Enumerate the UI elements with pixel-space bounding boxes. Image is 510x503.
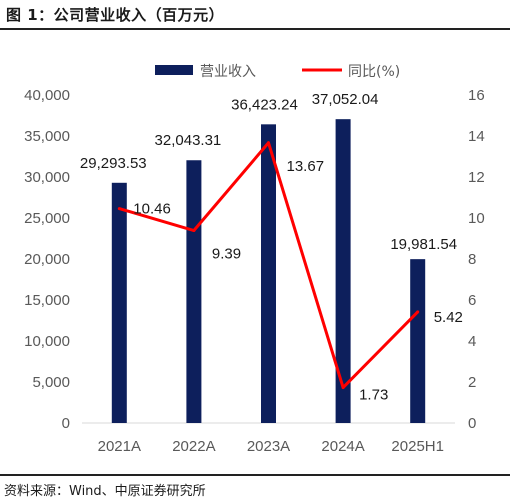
source-note: 资料来源：Wind、中原证券研究所 <box>4 484 206 499</box>
bar-data-label: 36,423.24 <box>231 96 298 113</box>
bar <box>111 182 127 423</box>
top-rule <box>0 28 510 30</box>
left-axis-tick-label: 0 <box>62 415 70 432</box>
legend-label-revenue: 营业收入 <box>200 64 256 80</box>
right-axis-tick-label: 16 <box>468 87 485 104</box>
left-axis-tick-label: 40,000 <box>24 87 70 104</box>
bar-data-label: 19,981.54 <box>390 236 457 253</box>
line-point <box>341 386 345 390</box>
right-axis-tick-label: 2 <box>468 374 476 391</box>
bar <box>410 259 426 423</box>
line-point <box>117 207 121 211</box>
x-axis-tick-label: 2023A <box>247 438 290 455</box>
left-axis-tick-label: 5,000 <box>32 374 70 391</box>
x-axis-tick-label: 2025H1 <box>391 438 444 455</box>
bar-data-label: 37,052.04 <box>312 91 379 108</box>
left-axis-tick-label: 25,000 <box>24 210 70 227</box>
left-axis-tick-label: 30,000 <box>24 169 70 186</box>
right-axis-tick-label: 12 <box>468 169 485 186</box>
bar <box>261 124 276 423</box>
left-axis-tick-label: 20,000 <box>24 251 70 268</box>
revenue-chart: 0 5,000 10,000 15,000 20,000 25,000 30,000 35,0… <box>24 64 485 455</box>
right-axis-tick-label: 10 <box>468 210 485 227</box>
figure-title: 图 1：公司营业收入（百万元） <box>6 6 225 24</box>
line-data-label: 5.42 <box>434 309 463 326</box>
x-axis-tick-label: 2022A <box>172 438 215 455</box>
left-axis-tick-label: 35,000 <box>24 128 70 145</box>
left-axis-tick-label: 15,000 <box>24 292 70 309</box>
legend-swatch-bar <box>155 65 193 75</box>
line-data-label: 13.67 <box>287 158 325 175</box>
line-data-label: 9.39 <box>212 246 241 263</box>
left-axis-tick-label: 10,000 <box>24 333 70 350</box>
right-axis-tick-label: 0 <box>468 415 476 432</box>
bar <box>186 160 202 423</box>
line-data-label: 1.73 <box>359 387 388 404</box>
right-axis-tick-label: 14 <box>468 128 485 145</box>
bar-data-label: 32,043.31 <box>155 132 222 149</box>
bottom-rule <box>0 474 510 476</box>
line-point <box>192 229 196 233</box>
x-axis-tick-label: 2021A <box>98 438 141 455</box>
right-axis-tick-label: 4 <box>468 333 476 350</box>
line-point <box>267 141 270 145</box>
bar <box>335 119 351 423</box>
line-data-label: 10.46 <box>133 201 171 218</box>
line-point <box>416 310 420 314</box>
bar-data-label: 29,293.53 <box>80 155 147 172</box>
right-axis-tick-label: 8 <box>468 251 476 268</box>
right-axis-tick-label: 6 <box>468 292 476 309</box>
legend-label-yoy: 同比(%) <box>348 64 400 80</box>
x-axis-tick-label: 2024A <box>321 438 364 455</box>
